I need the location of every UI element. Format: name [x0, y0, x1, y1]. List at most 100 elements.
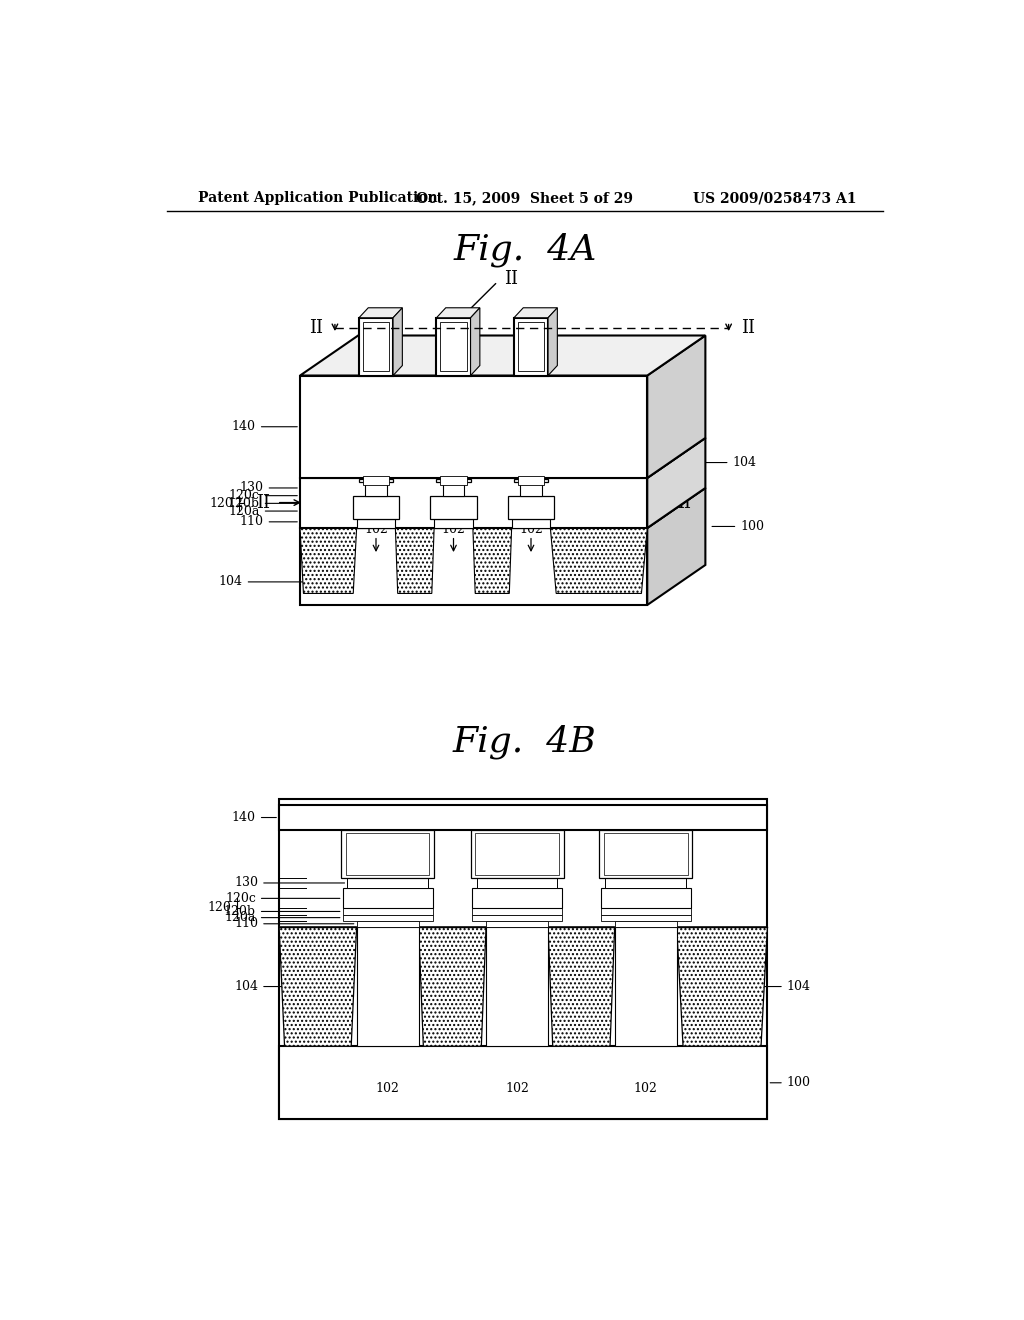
Polygon shape — [359, 308, 402, 318]
Polygon shape — [341, 830, 434, 878]
Text: 102: 102 — [519, 523, 543, 536]
Polygon shape — [550, 528, 647, 594]
Polygon shape — [601, 915, 690, 921]
Text: 120: 120 — [207, 902, 231, 915]
Polygon shape — [419, 927, 486, 1047]
Polygon shape — [300, 528, 356, 594]
Text: II: II — [504, 271, 518, 288]
Polygon shape — [362, 322, 389, 371]
Polygon shape — [647, 438, 706, 528]
Text: II: II — [308, 319, 323, 337]
Polygon shape — [280, 1047, 767, 1119]
Polygon shape — [605, 878, 686, 888]
Polygon shape — [280, 805, 767, 830]
Polygon shape — [647, 335, 706, 478]
Polygon shape — [518, 477, 544, 484]
Text: 104: 104 — [219, 576, 305, 589]
Polygon shape — [599, 830, 692, 878]
Polygon shape — [434, 519, 473, 528]
Text: II: II — [256, 494, 270, 512]
Polygon shape — [508, 496, 554, 519]
Polygon shape — [548, 308, 557, 376]
Polygon shape — [300, 376, 647, 478]
Polygon shape — [359, 318, 393, 376]
Polygon shape — [472, 908, 562, 915]
Polygon shape — [343, 915, 432, 921]
Text: 130: 130 — [240, 482, 297, 495]
Polygon shape — [475, 833, 559, 874]
Polygon shape — [352, 496, 399, 519]
Text: 120: 120 — [210, 496, 233, 510]
Text: 104: 104 — [234, 979, 286, 993]
Text: II: II — [465, 465, 477, 479]
Polygon shape — [356, 927, 419, 1047]
Polygon shape — [366, 482, 387, 496]
Text: 140: 140 — [231, 420, 297, 433]
Polygon shape — [486, 921, 548, 927]
Text: 120a: 120a — [224, 911, 340, 924]
Polygon shape — [393, 308, 402, 376]
Text: Patent Application Publication: Patent Application Publication — [198, 191, 437, 206]
Polygon shape — [514, 479, 548, 482]
Text: 140: 140 — [231, 810, 276, 824]
Polygon shape — [518, 322, 544, 371]
Polygon shape — [473, 528, 512, 594]
Polygon shape — [514, 308, 557, 318]
Text: Oct. 15, 2009  Sheet 5 of 29: Oct. 15, 2009 Sheet 5 of 29 — [417, 191, 633, 206]
Polygon shape — [477, 878, 557, 888]
Text: 120b: 120b — [224, 906, 340, 917]
Polygon shape — [514, 318, 548, 376]
Text: 120b: 120b — [227, 496, 297, 510]
Text: II: II — [741, 319, 755, 337]
Polygon shape — [440, 477, 467, 484]
Polygon shape — [362, 477, 389, 484]
Text: 110: 110 — [240, 515, 297, 528]
Polygon shape — [486, 927, 548, 1047]
Polygon shape — [601, 888, 690, 908]
Text: 100: 100 — [770, 1076, 811, 1089]
Text: Fig.  4B: Fig. 4B — [453, 725, 597, 759]
Polygon shape — [471, 830, 563, 878]
Polygon shape — [436, 308, 480, 318]
Text: 102: 102 — [634, 1082, 657, 1096]
Polygon shape — [343, 888, 432, 908]
Polygon shape — [436, 479, 471, 482]
Text: 100: 100 — [712, 520, 764, 533]
Polygon shape — [356, 519, 395, 528]
Text: US 2009/0258473 A1: US 2009/0258473 A1 — [693, 191, 856, 206]
Polygon shape — [604, 833, 687, 874]
Polygon shape — [677, 927, 767, 1047]
Text: II: II — [678, 494, 691, 512]
Polygon shape — [472, 915, 562, 921]
Text: 104: 104 — [705, 455, 757, 469]
Polygon shape — [472, 888, 562, 908]
Polygon shape — [343, 908, 432, 915]
Text: 102: 102 — [505, 1082, 529, 1096]
Polygon shape — [614, 921, 677, 927]
Polygon shape — [601, 908, 690, 915]
Polygon shape — [436, 318, 471, 376]
Polygon shape — [440, 322, 467, 371]
Polygon shape — [647, 488, 706, 605]
Text: 120c: 120c — [225, 892, 340, 906]
Polygon shape — [471, 308, 480, 376]
Text: 130: 130 — [234, 876, 344, 890]
Polygon shape — [395, 528, 434, 594]
Polygon shape — [356, 921, 419, 927]
Polygon shape — [300, 488, 706, 528]
Polygon shape — [280, 927, 356, 1047]
Polygon shape — [300, 528, 647, 605]
Polygon shape — [359, 479, 393, 482]
Polygon shape — [430, 496, 477, 519]
Polygon shape — [300, 335, 706, 376]
Polygon shape — [442, 482, 464, 496]
Polygon shape — [614, 927, 677, 1047]
Text: 102: 102 — [376, 1082, 399, 1096]
Polygon shape — [300, 478, 647, 528]
Text: 102: 102 — [365, 523, 388, 536]
Text: Fig.  4A: Fig. 4A — [453, 232, 597, 267]
Polygon shape — [347, 878, 428, 888]
Text: 120a: 120a — [228, 504, 297, 517]
Text: 110: 110 — [234, 917, 354, 931]
Text: 102: 102 — [441, 523, 466, 536]
